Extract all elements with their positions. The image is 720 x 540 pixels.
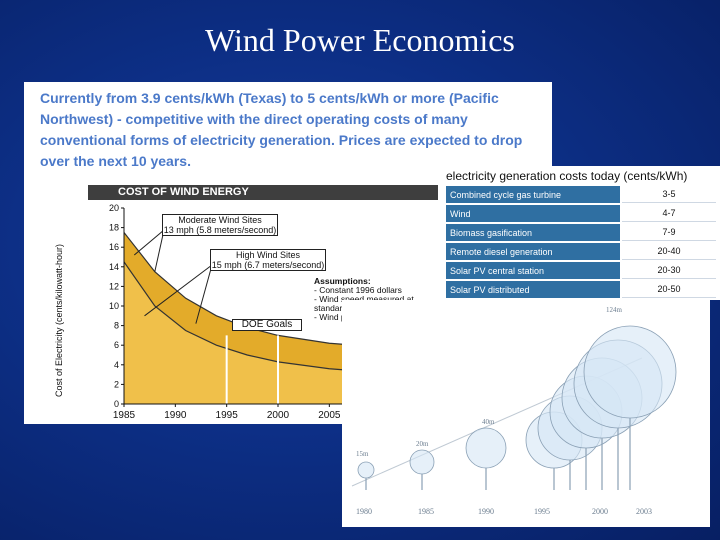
- y-tick-label: 16: [109, 242, 119, 252]
- cost-area-lower: [124, 261, 432, 404]
- year-label: 2000: [592, 507, 608, 516]
- assumption-2: - Wind speed measured at: [314, 294, 414, 304]
- cost-table-title: electricity generation costs today (cent…: [446, 169, 688, 183]
- high-sites-title: High Wind Sites: [235, 250, 301, 260]
- y-tick-label: 6: [114, 340, 119, 350]
- y-tick-label: 2: [114, 379, 119, 389]
- year-label: 1990: [478, 507, 494, 516]
- table-row: Wind 4-7: [446, 205, 716, 222]
- cost-cell: 7-9: [622, 224, 716, 241]
- moderate-leader: [154, 229, 165, 272]
- tech-cell: Solar PV distributed: [446, 281, 620, 298]
- table-row: Biomass gasification 7-9: [446, 224, 716, 241]
- size-label: 20m: [416, 440, 429, 448]
- moderate-sites-speed: 13 mph (5.8 meters/second): [163, 225, 277, 235]
- cost-cell: 20-30: [622, 262, 716, 279]
- cost-table: Combined cycle gas turbine 3-5 Wind 4-7 Bi…: [444, 184, 718, 300]
- cost-cell: 20-50: [622, 281, 716, 298]
- y-tick-label: 4: [114, 360, 119, 370]
- x-tick-label: 1985: [113, 410, 136, 421]
- moderate-sites-label: Moderate Wind Sites 13 mph (5.8 meters/s…: [162, 214, 278, 236]
- turbine-growth-panel: 15m 20m 40m 124m 1980 1985 1990 1995 2000 2003: [342, 300, 710, 527]
- tech-cell: Remote diesel generation: [446, 243, 620, 260]
- y-tick-label: 10: [109, 301, 119, 311]
- y-tick-label: 20: [109, 203, 119, 213]
- slide-title: Wind Power Economics: [205, 22, 515, 58]
- y-tick-label: 18: [109, 223, 119, 233]
- tech-cell: Biomass gasification: [446, 224, 620, 241]
- moderate-leader: [133, 229, 165, 256]
- y-tick-label: 8: [114, 321, 119, 331]
- x-tick-label: 2000: [267, 410, 290, 421]
- y-tick-label: 12: [109, 281, 119, 291]
- year-label: 1980: [356, 507, 372, 516]
- moderate-sites-title: Moderate Wind Sites: [178, 215, 262, 225]
- table-row: Solar PV central station 20-30: [446, 262, 716, 279]
- y-axis-label: Cost of Electricity (cents/kilowatt-hour…: [54, 243, 64, 397]
- size-label: 15m: [356, 450, 369, 458]
- intro-text: Currently from 3.9 cents/kWh (Texas) to …: [40, 90, 523, 169]
- y-tick-label: 14: [109, 262, 119, 272]
- cost-cell: 20-40: [622, 243, 716, 260]
- assumption-1: - Constant 1996 dollars: [314, 285, 402, 295]
- y-tick-label: 0: [114, 399, 119, 409]
- assumptions-title: Assumptions:: [314, 276, 371, 286]
- high-sites-speed: 15 mph (6.7 meters/second): [211, 260, 325, 270]
- cost-table-panel: electricity generation costs today (cent…: [440, 166, 720, 300]
- chart-title: COST OF WIND ENERGY: [88, 185, 438, 200]
- turbine-rotor: [409, 449, 435, 475]
- high-leader: [195, 264, 213, 324]
- x-tick-label: 1995: [216, 410, 239, 421]
- table-row: Combined cycle gas turbine 3-5: [446, 186, 716, 203]
- table-row: Solar PV distributed 20-50: [446, 281, 716, 298]
- year-label: 2003: [636, 507, 652, 516]
- turbine-growth-diagram: 15m 20m 40m 124m 1980 1985 1990 1995 2000 2003: [351, 306, 677, 516]
- tech-cell: Wind: [446, 205, 620, 222]
- turbine-rotor: [357, 461, 375, 479]
- tech-cell: Combined cycle gas turbine: [446, 186, 620, 203]
- year-label: 1985: [418, 507, 434, 516]
- turbine-rotor: [465, 427, 507, 469]
- x-tick-label: 1990: [164, 410, 187, 421]
- high-leader: [144, 264, 213, 317]
- doe-goals-label: DOE Goals: [232, 319, 302, 331]
- x-tick-label: 2005: [318, 410, 341, 421]
- cost-cell: 3-5: [622, 186, 716, 203]
- table-row: Remote diesel generation 20-40: [446, 243, 716, 260]
- size-label: 40m: [482, 418, 495, 426]
- high-sites-label: High Wind Sites 15 mph (6.7 meters/secon…: [210, 249, 326, 271]
- size-label: 124m: [606, 306, 623, 314]
- tech-cell: Solar PV central station: [446, 262, 620, 279]
- year-label: 1995: [534, 507, 550, 516]
- turbine-rotor: [583, 325, 677, 419]
- cost-cell: 4-7: [622, 205, 716, 222]
